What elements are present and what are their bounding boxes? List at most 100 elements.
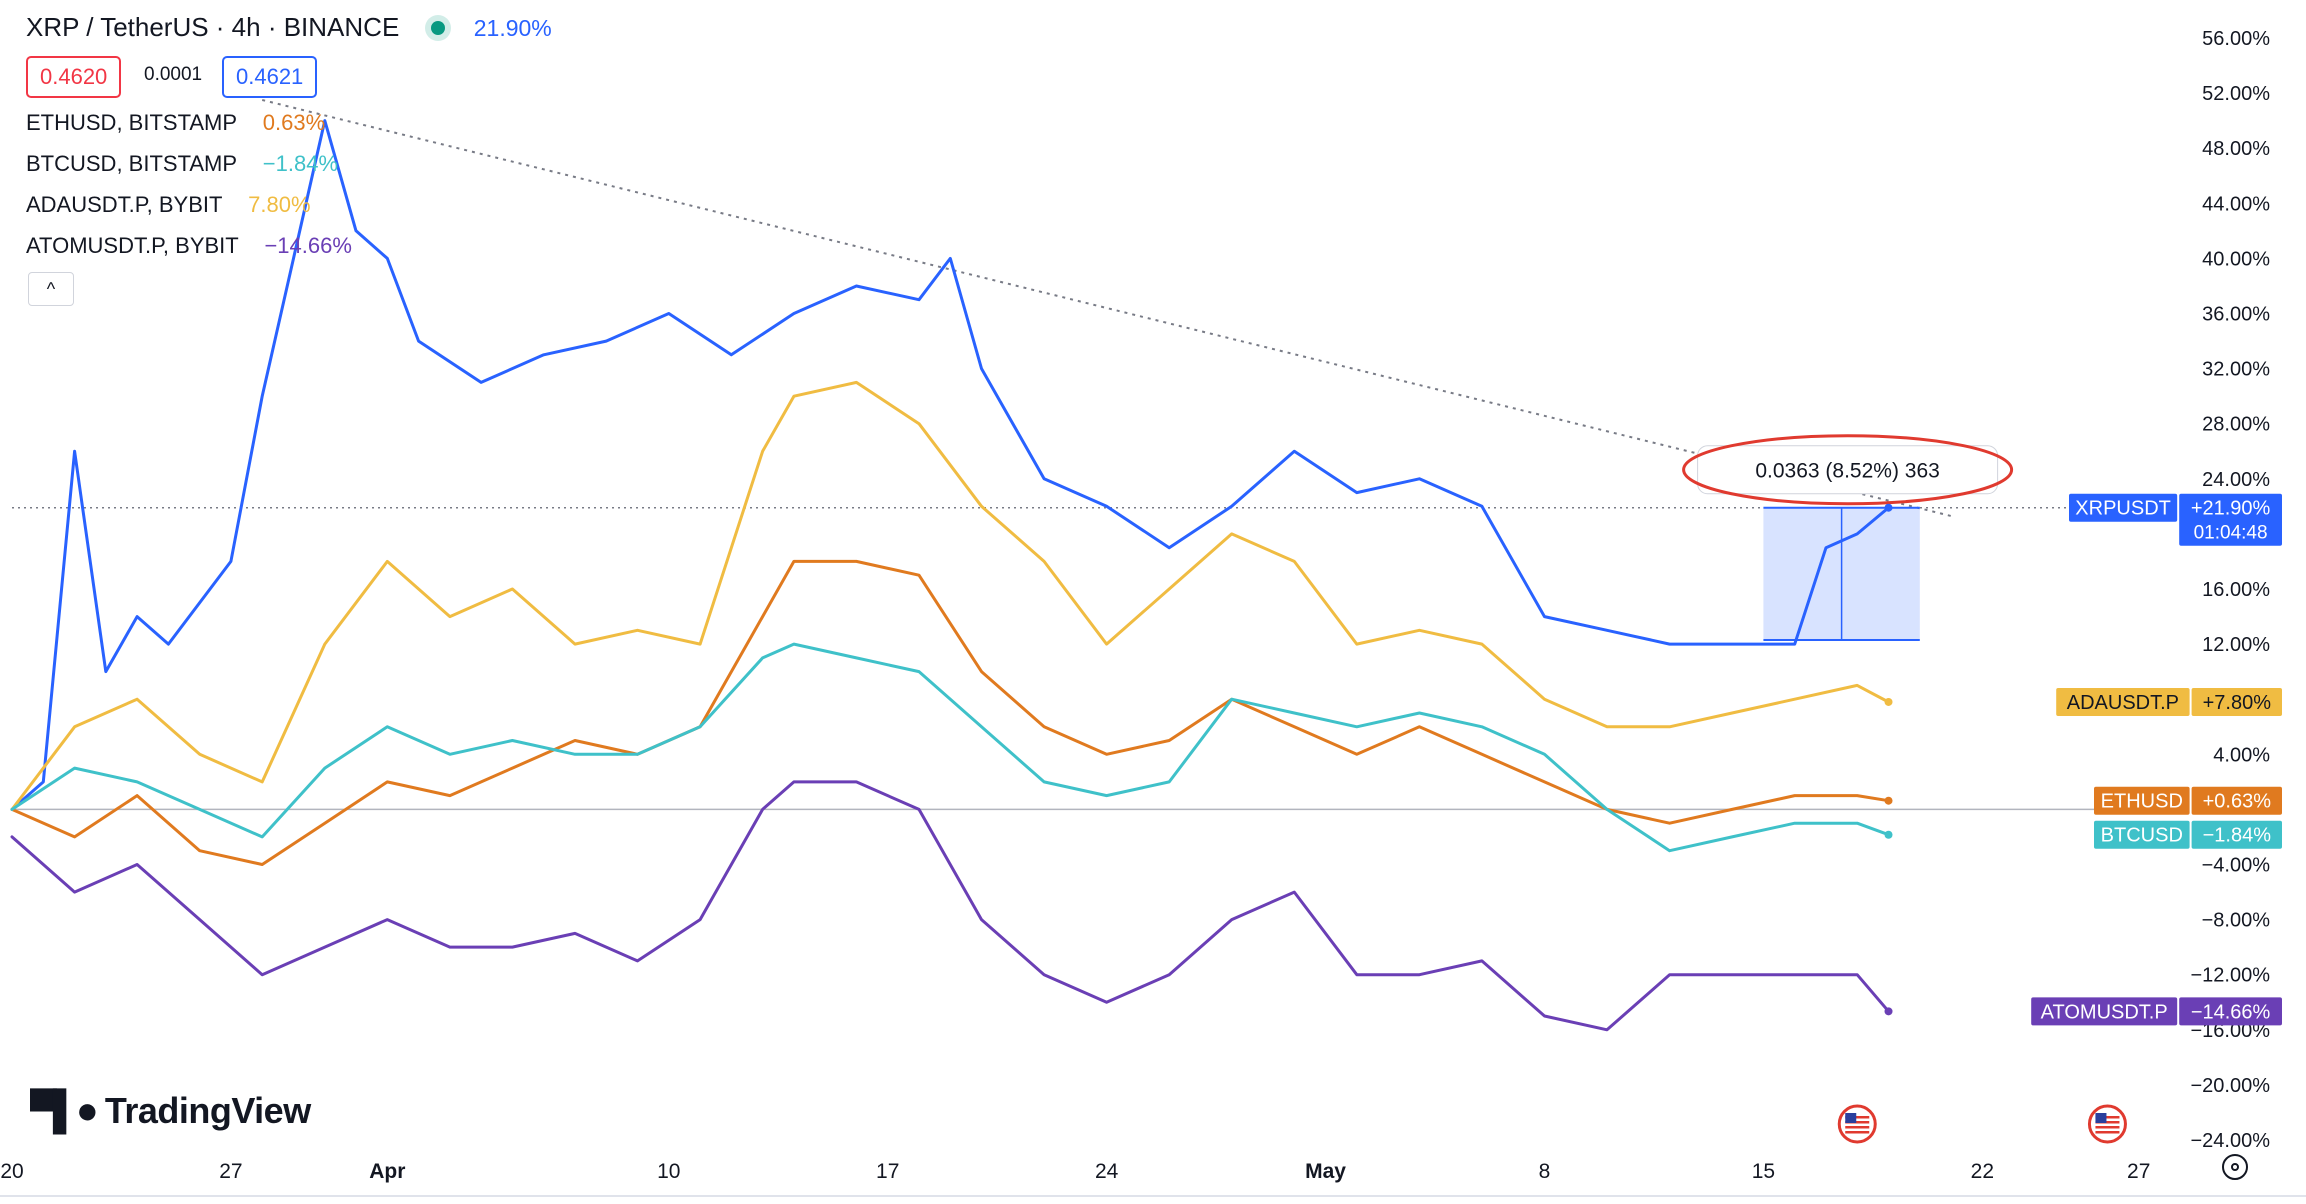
legend-item-label: BTCUSD, BITSTAMP xyxy=(26,151,237,176)
legend-item-change: 7.80% xyxy=(248,192,311,217)
flag-stripe xyxy=(1845,1121,1870,1124)
x-tick-label: May xyxy=(1305,1160,1346,1183)
flag-ring xyxy=(2087,1104,2127,1144)
series-value-tag xyxy=(2191,786,2282,815)
bar-countdown-label: 01:04:48 xyxy=(2194,523,2268,544)
legend-item-adausdt[interactable]: ADAUSDT.P, BYBIT 7.80% xyxy=(26,192,311,218)
legend-item-ethusd[interactable]: ETHUSD, BITSTAMP 0.63% xyxy=(26,110,325,136)
series-name-tag xyxy=(2094,820,2190,849)
x-tick-label: 20 xyxy=(0,1160,23,1183)
series-line-btcusd xyxy=(10,642,1890,853)
y-tick-label: 32.00% xyxy=(2202,359,2270,381)
series-value-tag xyxy=(2191,687,2282,716)
flag-stripe xyxy=(2095,1121,2120,1124)
logo-text: TradingView xyxy=(104,1090,311,1131)
x-tick-label: 27 xyxy=(2127,1160,2150,1183)
series-value-tag-label: −14.66% xyxy=(2191,1001,2271,1023)
legend-item-change: 0.63% xyxy=(262,110,326,135)
x-tick-label: 8 xyxy=(1539,1160,1551,1183)
legend-item-atomusdt[interactable]: ATOMUSDT.P, BYBIT −14.66% xyxy=(26,233,352,259)
legend-item-change: −1.84% xyxy=(262,151,339,176)
x-tick-label: 27 xyxy=(219,1160,242,1183)
y-tick-label: −8.00% xyxy=(2202,910,2271,932)
x-tick-label: 24 xyxy=(1095,1160,1119,1183)
flag-stripe xyxy=(1845,1131,1870,1134)
legend-item-label: ETHUSD, BITSTAMP xyxy=(26,110,237,135)
flag-canton xyxy=(1845,1113,1857,1123)
series-value-tag xyxy=(2179,997,2282,1026)
y-tick-label: 16.00% xyxy=(2202,579,2270,601)
series-value-tag xyxy=(2191,820,2282,849)
reference-lines xyxy=(12,506,2170,811)
series-line-ethusd xyxy=(10,559,1890,866)
series-name-tag xyxy=(2031,997,2178,1026)
measure-label-box xyxy=(1697,445,1999,495)
legend-item-change: −14.66% xyxy=(264,233,352,258)
symbol-change: 21.90% xyxy=(473,15,552,41)
series-last-point xyxy=(1884,1007,1893,1016)
series-value-tag-label: +0.63% xyxy=(2203,791,2272,813)
y-tick-label: 56.00% xyxy=(2202,28,2270,50)
symbol-title[interactable]: XRP / TetherUS · 4h · BINANCE xyxy=(26,12,400,42)
series-last-point xyxy=(1884,830,1893,839)
series-name-tag-label: BTCUSD xyxy=(2101,825,2183,847)
legend-collapse-button[interactable]: ^ xyxy=(28,272,74,306)
tradingview-mark-icon: ▀▌● xyxy=(30,1090,99,1132)
series-value-tag-label: −1.84% xyxy=(2203,825,2272,847)
us-flag-icon xyxy=(1837,1104,1877,1144)
series-line-xrpusdt xyxy=(10,119,1890,811)
series-name-tag xyxy=(2094,786,2190,815)
highlight-circle xyxy=(1682,434,2014,506)
settings-icon[interactable] xyxy=(2222,1154,2248,1180)
y-tick-label: −20.00% xyxy=(2190,1075,2270,1097)
market-open-icon xyxy=(430,21,445,36)
flag-canton xyxy=(2095,1113,2107,1123)
chevron-up-icon: ^ xyxy=(46,279,56,299)
series-lines xyxy=(10,119,1893,1032)
x-tick-label: Apr xyxy=(369,1160,405,1183)
bid-price-box[interactable]: 0.4620 xyxy=(26,56,122,98)
y-tick-label: 48.00% xyxy=(2202,138,2270,160)
series-name-tag-label: XRPUSDT xyxy=(2075,498,2171,520)
time-axis[interactable]: 20 27 Apr 10 17 24 May 8 15 22 27 xyxy=(0,1160,2306,1197)
flag-ring xyxy=(1837,1104,1877,1144)
flag-stripe xyxy=(1845,1116,1870,1119)
symbol-header: XRP / TetherUS · 4h · BINANCE 21.90% xyxy=(26,12,552,43)
series-value-tag-label: +21.90% xyxy=(2191,498,2271,520)
y-tick-label: 36.00% xyxy=(2202,304,2270,326)
series-name-tag-label: ETHUSD xyxy=(2101,791,2183,813)
legend-item-label: ADAUSDT.P, BYBIT xyxy=(26,192,223,217)
trendline-segment xyxy=(261,99,1952,517)
x-tick-label: 22 xyxy=(1971,1160,1994,1183)
flag-stripe xyxy=(2095,1126,2120,1129)
x-tick-label: 17 xyxy=(876,1160,899,1183)
x-tick-label: 10 xyxy=(657,1160,680,1183)
y-tick-label: −24.00% xyxy=(2190,1130,2270,1152)
series-line-adausdt-p xyxy=(10,380,1890,811)
measure-tool[interactable]: 0.0363 (8.52%) 363 xyxy=(1682,434,2014,641)
last-value-tags: XRPUSDT +21.90% 01:04:48 ADAUSDT.P +7.80% ETH… xyxy=(2031,493,2282,1026)
flag-stripe xyxy=(1845,1126,1870,1129)
price-axis[interactable]: 56.00% 52.00% 48.00% 44.00% 40.00% 36.00% 32.0… xyxy=(2190,28,2270,1152)
y-tick-label: 40.00% xyxy=(2202,248,2270,270)
tradingview-logo[interactable]: ▀▌● TradingView xyxy=(30,1090,311,1133)
series-last-point xyxy=(1884,697,1893,706)
y-tick-label: 44.00% xyxy=(2202,193,2270,215)
measure-label: 0.0363 (8.52%) 363 xyxy=(1755,460,1939,483)
series-value-tag xyxy=(2179,493,2282,546)
y-tick-label: 28.00% xyxy=(2202,414,2270,436)
y-tick-label: −12.00% xyxy=(2190,965,2270,987)
y-tick-label: 24.00% xyxy=(2202,469,2270,491)
series-name-tag-label: ADAUSDT.P xyxy=(2067,692,2179,714)
ask-price-box[interactable]: 0.4621 xyxy=(222,56,318,98)
flag-stripe xyxy=(2095,1131,2120,1134)
y-tick-label: 52.00% xyxy=(2202,83,2270,105)
y-tick-label: 12.00% xyxy=(2202,634,2270,656)
trendline[interactable] xyxy=(261,99,1952,517)
legend-item-btcusd[interactable]: BTCUSD, BITSTAMP −1.84% xyxy=(26,151,338,177)
series-last-point xyxy=(1884,796,1893,805)
event-markers[interactable] xyxy=(1837,1104,2127,1144)
us-flag-icon xyxy=(2087,1104,2127,1144)
spread-value: 0.0001 xyxy=(144,64,203,85)
